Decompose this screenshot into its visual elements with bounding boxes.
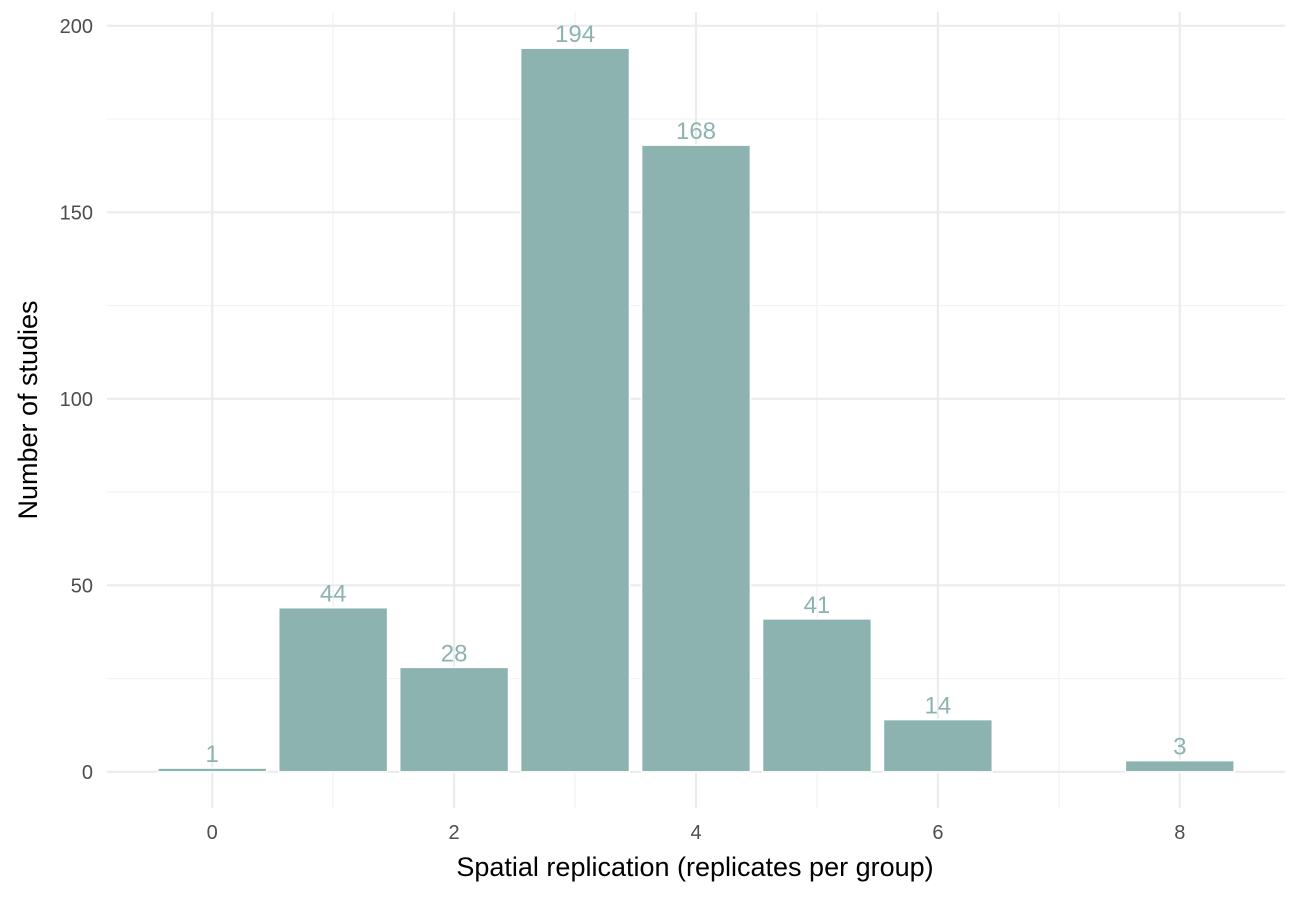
bar (519, 47, 631, 773)
bar-value-label: 44 (320, 581, 347, 608)
y-tick-label: 200 (60, 16, 93, 38)
bar-value-label: 14 (925, 693, 952, 720)
bar-value-label: 168 (676, 118, 716, 145)
y-tick-label: 50 (71, 575, 93, 597)
bar (1124, 759, 1235, 773)
y-axis-ticks: 0 50 100 150 200 (60, 16, 93, 784)
bar (398, 666, 510, 773)
bar-value-label: 28 (441, 640, 468, 667)
x-tick-label: 6 (932, 822, 943, 844)
y-tick-label: 150 (60, 202, 93, 224)
bar (882, 718, 994, 773)
x-axis-ticks: 0 2 4 6 8 (207, 822, 1186, 844)
x-tick-label: 2 (449, 822, 460, 844)
bar (277, 606, 389, 773)
data-labels: 1 44 28 194 168 41 14 3 (206, 21, 1187, 768)
bar (157, 767, 268, 773)
x-tick-label: 0 (207, 822, 218, 844)
x-tick-label: 8 (1174, 822, 1185, 844)
bar-value-label: 194 (555, 21, 595, 48)
bar-value-label: 1 (206, 741, 219, 768)
bar (640, 144, 752, 773)
bar (761, 618, 873, 773)
x-tick-label: 4 (690, 822, 701, 844)
bar-value-label: 41 (804, 592, 831, 619)
bars (157, 47, 1235, 773)
y-axis-title: Number of studies (13, 300, 43, 519)
x-axis-title: Spatial replication (replicates per grou… (456, 852, 933, 882)
y-tick-label: 0 (82, 762, 93, 784)
y-tick-label: 100 (60, 389, 93, 411)
bar-value-label: 3 (1173, 734, 1186, 761)
